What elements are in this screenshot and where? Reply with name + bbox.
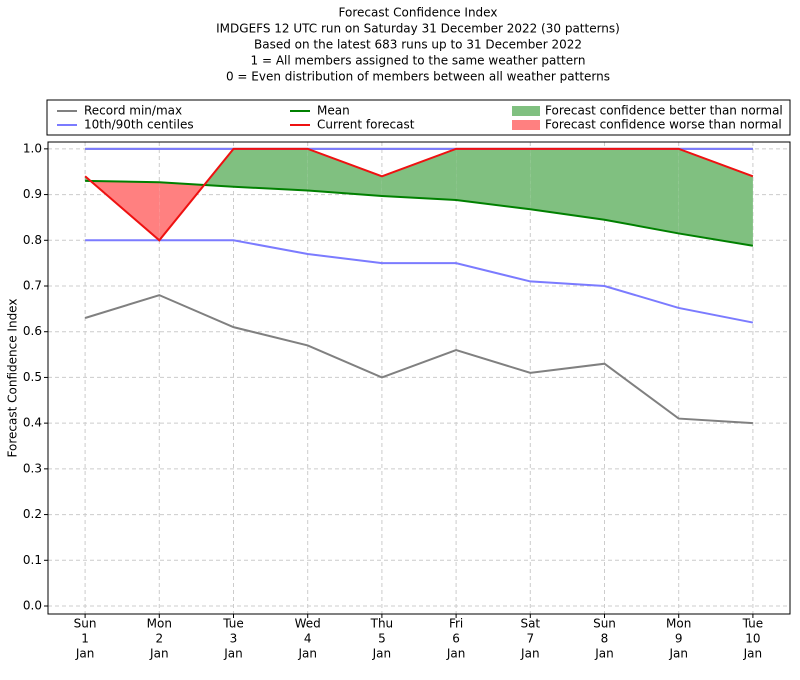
chart-title: 1 = All members assigned to the same wea… bbox=[251, 54, 586, 68]
confidence-fill bbox=[530, 148, 605, 220]
chart-title: 0 = Even distribution of members between… bbox=[226, 70, 610, 84]
x-tick-label: Tue bbox=[742, 617, 764, 631]
x-tick-label: Jan bbox=[668, 647, 688, 661]
x-tick-label: 9 bbox=[675, 632, 683, 646]
x-tick-label: 8 bbox=[601, 632, 609, 646]
y-tick-label: 0.3 bbox=[23, 461, 42, 475]
x-tick-label: 2 bbox=[155, 632, 163, 646]
x-tick-label: Fri bbox=[449, 617, 463, 631]
confidence-fill bbox=[233, 148, 308, 191]
x-tick-label: Mon bbox=[147, 617, 172, 631]
x-tick-label: Jan bbox=[594, 647, 614, 661]
confidence-fill bbox=[604, 148, 679, 234]
confidence-fill bbox=[307, 148, 382, 196]
legend-swatch bbox=[512, 120, 540, 130]
confidence-fill bbox=[381, 148, 457, 201]
line bbox=[84, 294, 753, 425]
y-axis-label: Forecast Confidence Index bbox=[6, 299, 20, 458]
confidence-fill bbox=[678, 148, 753, 246]
confidence-fill bbox=[456, 148, 531, 210]
x-tick-label: Jan bbox=[743, 647, 763, 661]
legend-label: Forecast confidence better than normal bbox=[545, 104, 783, 118]
chart-title: Forecast Confidence Index bbox=[339, 6, 498, 20]
x-tick-label: Mon bbox=[666, 617, 691, 631]
x-tick-label: Sat bbox=[520, 617, 540, 631]
x-tick-label: 3 bbox=[230, 632, 238, 646]
line bbox=[85, 239, 754, 324]
y-tick-label: 0.1 bbox=[23, 553, 42, 567]
legend-label: Current forecast bbox=[317, 118, 415, 132]
x-tick-label: Wed bbox=[295, 617, 321, 631]
x-tick-label: 6 bbox=[452, 632, 460, 646]
x-tick-label: Jan bbox=[223, 647, 243, 661]
x-tick-label: Jan bbox=[446, 647, 466, 661]
x-tick-label: Jan bbox=[520, 647, 540, 661]
legend-swatch bbox=[512, 106, 540, 116]
y-tick-label: 0.0 bbox=[23, 599, 42, 613]
x-tick-label: Sun bbox=[74, 617, 97, 631]
legend-label: Mean bbox=[317, 104, 350, 118]
plot-frame bbox=[47, 141, 791, 615]
y-tick-label: 0.2 bbox=[23, 507, 42, 521]
x-tick-label: Jan bbox=[372, 647, 392, 661]
legend-box bbox=[46, 99, 791, 136]
y-tick-label: 1.0 bbox=[23, 141, 42, 155]
x-tick-label: 7 bbox=[526, 632, 534, 646]
x-tick-label: Jan bbox=[149, 647, 169, 661]
x-tick-label: Thu bbox=[370, 617, 394, 631]
legend-label: 10th/90th centiles bbox=[84, 118, 194, 132]
y-tick-label: 0.7 bbox=[23, 279, 42, 293]
chart-title: Based on the latest 683 runs up to 31 De… bbox=[254, 38, 582, 52]
x-tick-label: Sun bbox=[593, 617, 616, 631]
y-tick-label: 0.4 bbox=[23, 416, 42, 430]
line bbox=[85, 179, 754, 247]
x-tick-label: 10 bbox=[745, 632, 760, 646]
x-tick-label: 1 bbox=[81, 632, 89, 646]
legend-label: Forecast confidence worse than normal bbox=[545, 118, 782, 132]
y-tick-label: 0.8 bbox=[23, 233, 42, 247]
x-tick-label: Jan bbox=[75, 647, 95, 661]
y-tick-label: 0.5 bbox=[23, 370, 42, 384]
y-tick-label: 0.6 bbox=[23, 324, 42, 338]
legend-label: Record min/max bbox=[84, 104, 182, 118]
chart-title: IMDGEFS 12 UTC run on Saturday 31 Decemb… bbox=[216, 22, 620, 36]
x-tick-label: 5 bbox=[378, 632, 386, 646]
x-tick-label: 4 bbox=[304, 632, 312, 646]
y-tick-label: 0.9 bbox=[23, 187, 42, 201]
line bbox=[84, 147, 754, 242]
x-tick-label: Jan bbox=[297, 647, 317, 661]
x-tick-label: Tue bbox=[222, 617, 244, 631]
